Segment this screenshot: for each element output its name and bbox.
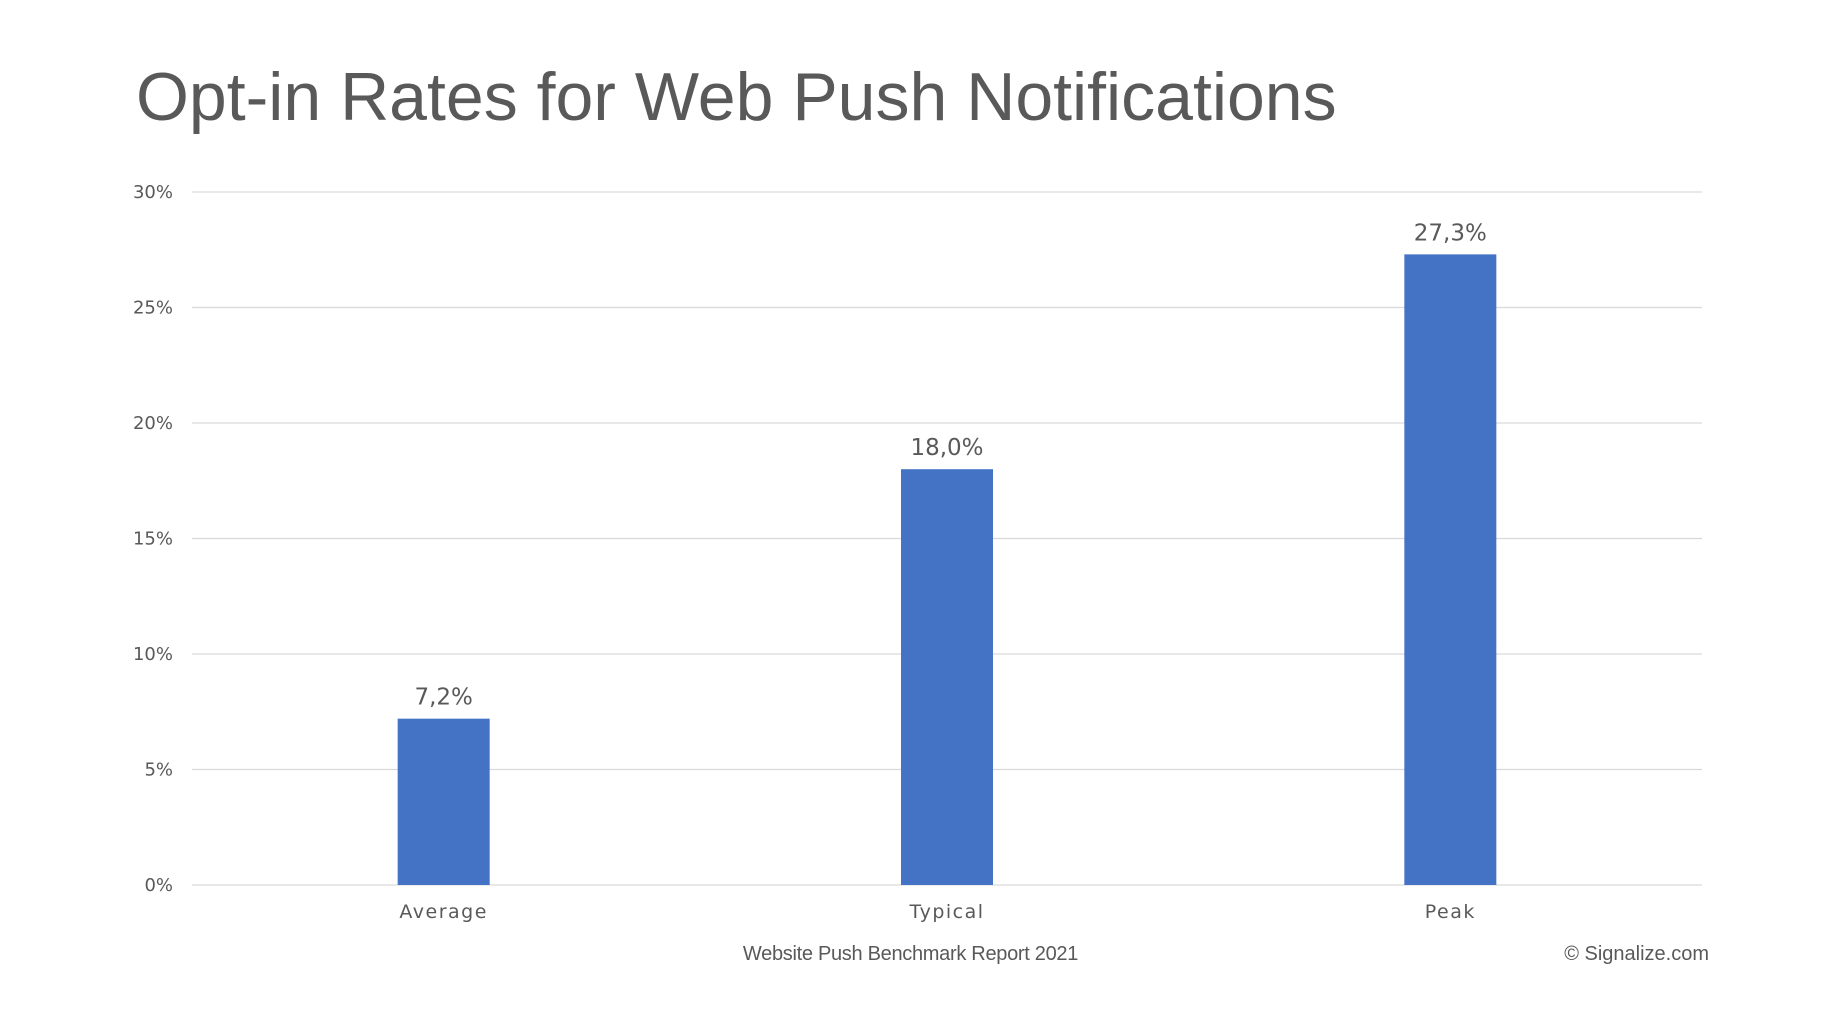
bars: [397, 254, 1497, 885]
x-category-label: Average: [399, 901, 488, 923]
data-label: 27,3%: [1414, 220, 1487, 246]
bar-chart: 0% 5% 10% 15% 20% 25% 30% 7,2% 18,0% 27,3% Avera…: [133, 182, 1702, 923]
data-label: 7,2%: [414, 685, 472, 711]
bar-peak: [1404, 254, 1497, 885]
data-labels: 7,2% 18,0% 27,3%: [414, 220, 1486, 710]
copyright-note: © Signalize.com: [1564, 943, 1709, 965]
y-tick-label: 25%: [133, 298, 173, 319]
y-tick-label: 0%: [144, 875, 173, 896]
bar-typical: [901, 469, 993, 885]
data-label: 18,0%: [910, 435, 983, 461]
y-axis-ticks: 0% 5% 10% 15% 20% 25% 30%: [133, 182, 173, 896]
y-tick-label: 20%: [133, 413, 173, 434]
x-category-label: Typical: [908, 901, 984, 923]
x-axis-categories: Average Typical Peak: [399, 901, 1476, 923]
y-tick-label: 15%: [133, 529, 173, 550]
bar-average: [397, 718, 490, 885]
source-note: Website Push Benchmark Report 2021: [742, 943, 1079, 965]
x-category-label: Peak: [1425, 901, 1476, 923]
y-tick-label: 5%: [144, 760, 173, 781]
y-tick-label: 10%: [133, 644, 173, 665]
chart-title: Opt-in Rates for Web Push Notifications: [136, 59, 1337, 135]
y-tick-label: 30%: [133, 182, 173, 203]
